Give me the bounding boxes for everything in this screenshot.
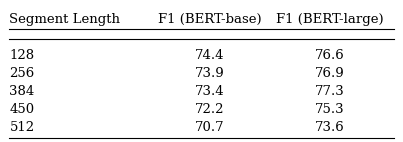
Text: 73.9: 73.9 [195, 67, 224, 80]
Text: 74.4: 74.4 [195, 49, 224, 62]
Text: 77.3: 77.3 [315, 85, 345, 98]
Text: Segment Length: Segment Length [9, 12, 120, 26]
Text: 76.9: 76.9 [315, 67, 345, 80]
Text: 75.3: 75.3 [315, 103, 345, 116]
Text: 76.6: 76.6 [315, 49, 345, 62]
Text: 73.6: 73.6 [315, 121, 345, 134]
Text: 73.4: 73.4 [195, 85, 224, 98]
Text: 384: 384 [9, 85, 35, 98]
Text: F1 (BERT-large): F1 (BERT-large) [276, 12, 383, 26]
Text: F1 (BERT-base): F1 (BERT-base) [158, 12, 261, 26]
Text: 72.2: 72.2 [195, 103, 224, 116]
Text: 70.7: 70.7 [195, 121, 224, 134]
Text: 512: 512 [9, 121, 35, 134]
Text: 256: 256 [9, 67, 35, 80]
Text: 128: 128 [9, 49, 35, 62]
Text: 450: 450 [9, 103, 35, 116]
